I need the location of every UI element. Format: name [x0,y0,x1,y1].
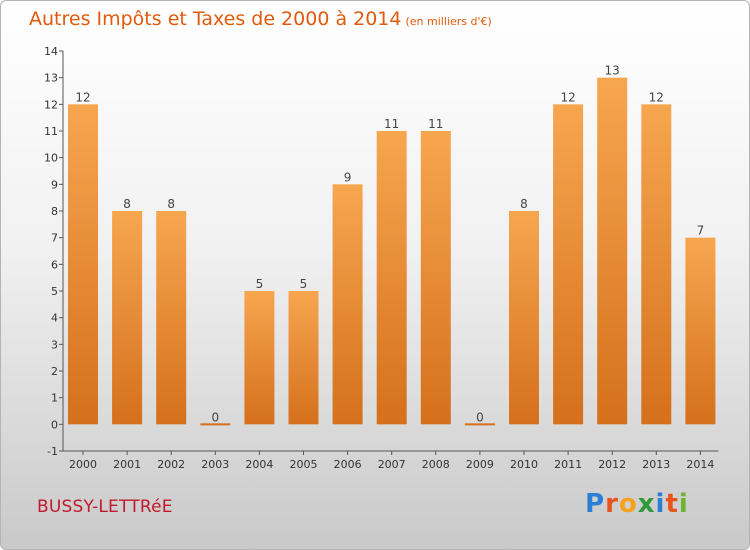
y-tick-label: 1 [51,392,58,405]
y-tick-label: 9 [51,178,58,191]
x-tick-label: 2011 [554,458,582,471]
data-label: 13 [605,64,620,78]
x-tick-label: 2007 [378,458,406,471]
y-tick-label: 11 [44,125,58,138]
chart-title: Autres Impôts et Taxes de 2000 à 2014 (en… [29,8,492,30]
proxiti-logo: Proxiti [585,489,689,519]
bar [420,131,451,425]
bar [641,104,672,425]
data-label: 12 [75,90,90,104]
x-tick-label: 2013 [642,458,670,471]
bar [244,291,275,425]
data-label: 12 [649,90,664,104]
bar [200,423,231,426]
data-label: 8 [520,197,528,211]
y-tick-label: -1 [47,445,58,458]
bars [68,77,716,426]
x-tick-label: 2001 [113,458,141,471]
y-tick-label: 5 [51,285,58,298]
data-label: 8 [167,197,175,211]
bar [376,131,407,425]
y-tick-label: 0 [51,418,58,431]
commune-name: BUSSY-LETTRéE [37,497,173,517]
bar [332,184,363,425]
unit-label: (en milliers d'€) [405,15,492,28]
y-tick-label: 3 [51,338,58,351]
data-label: 11 [428,117,443,131]
data-label: 11 [384,117,399,131]
x-tick-label: 2004 [245,458,273,471]
data-labels: 12 8 8 0 5 5 9 11 11 0 8 12 13 12 7 [75,64,704,425]
title-text: Autres Impôts et Taxes de 2000 à 2014 [29,8,402,30]
x-tick-label: 2014 [686,458,714,471]
y-tick-label: 4 [51,312,58,325]
data-label: 9 [344,170,352,184]
y-tick-label: 6 [51,258,58,271]
bar [509,211,539,425]
x-tick-label: 2002 [157,458,185,471]
data-label: 7 [697,224,705,238]
bar [553,104,584,425]
x-tick-label: 2009 [466,458,494,471]
x-tick-label: 2012 [598,458,626,471]
y-tick-label: 2 [51,365,58,378]
data-label: 12 [560,90,575,104]
x-tick-label: 2008 [422,458,450,471]
bar [68,104,98,425]
data-label: 0 [211,410,219,424]
x-tick-label: 2000 [69,458,97,471]
x-tick-label: 2006 [334,458,362,471]
bar [464,423,495,426]
y-tick-label: 12 [44,98,58,111]
data-label: 0 [476,410,484,424]
data-label: 8 [123,197,131,211]
y-tick-label: 14 [44,45,58,58]
y-tick-label: 10 [44,152,58,165]
bar [685,237,716,425]
data-label: 5 [300,277,308,291]
y-tick-label: 8 [51,205,58,218]
bar [288,291,319,425]
y-tick-label: 7 [51,232,58,245]
x-tick-label: 2005 [290,458,318,471]
bar [156,211,187,425]
bar [112,211,143,425]
bar [597,77,628,425]
data-label: 5 [256,277,264,291]
y-tick-label: 13 [44,72,58,85]
x-tick-label: 2003 [201,458,229,471]
x-tick-label: 2010 [510,458,538,471]
